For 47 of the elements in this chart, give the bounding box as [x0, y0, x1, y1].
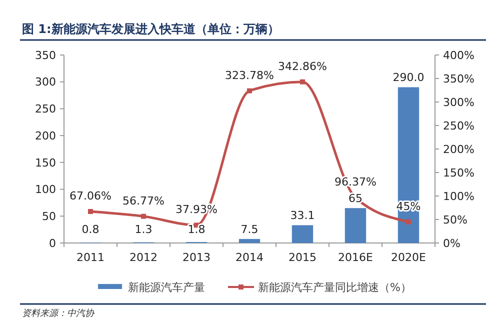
point	[300, 79, 305, 84]
y2-tick-label: 400%	[443, 48, 474, 62]
y2-tick-label: 150%	[443, 166, 474, 180]
y2-tick-label: 350%	[443, 72, 474, 86]
legend-label: 新能源汽车产量	[128, 280, 205, 294]
data-label: 0.8	[82, 223, 100, 236]
legend-label: 新能源汽车产量同比增速（%）	[258, 280, 412, 294]
y2-tick-label: 100%	[443, 190, 474, 203]
y-tick-label: 100	[35, 183, 56, 196]
y2-tick-label: 300%	[443, 96, 474, 109]
y2-tick-label: 50%	[443, 213, 468, 226]
data-label: 323.78%	[225, 68, 274, 82]
chart-title: 图 1:新能源汽车发展进入快车道（单位：万辆）	[22, 22, 280, 36]
text: 资料来源：中汽协	[22, 308, 95, 319]
x-tick-label: 2014	[236, 251, 264, 264]
y-tick-label: 50	[42, 210, 56, 223]
y-tick-label: 300	[35, 76, 56, 89]
x-tick-label: 2020E	[391, 251, 426, 264]
data-label: 7.5	[240, 223, 258, 236]
data-label: 1.3	[134, 223, 152, 236]
x-tick-label: 2013	[182, 251, 210, 264]
data-label: 290.0	[392, 71, 424, 84]
y2-tick-label: 250%	[443, 119, 474, 132]
data-label: 56.77%	[122, 194, 164, 208]
point	[247, 88, 252, 94]
y-tick-label: 250	[35, 102, 56, 116]
y-tick-label: 0	[49, 236, 56, 250]
data-label: 33.1	[290, 209, 315, 222]
y-tick-label: 200	[35, 129, 56, 142]
data-label: 1.8	[188, 223, 206, 236]
x-tick-label: 2015	[288, 251, 316, 264]
y2-tick-label: 0%	[443, 236, 460, 250]
x-tick-label: 2016E	[338, 251, 374, 264]
bar	[292, 225, 314, 243]
x-tick-label: 2011	[76, 251, 104, 264]
point	[406, 219, 411, 224]
y-tick-label: 150	[35, 156, 56, 170]
bar	[238, 238, 260, 243]
point	[88, 208, 93, 214]
point	[141, 214, 146, 219]
bar	[398, 87, 420, 243]
y-tick-label: 350	[35, 48, 56, 62]
y2-tick-label: 200%	[443, 142, 474, 156]
x-tick-label: 2012	[130, 251, 158, 264]
bar	[344, 208, 366, 243]
data-label: 67.06%	[70, 189, 112, 202]
data-label: 342.86%	[278, 60, 327, 73]
